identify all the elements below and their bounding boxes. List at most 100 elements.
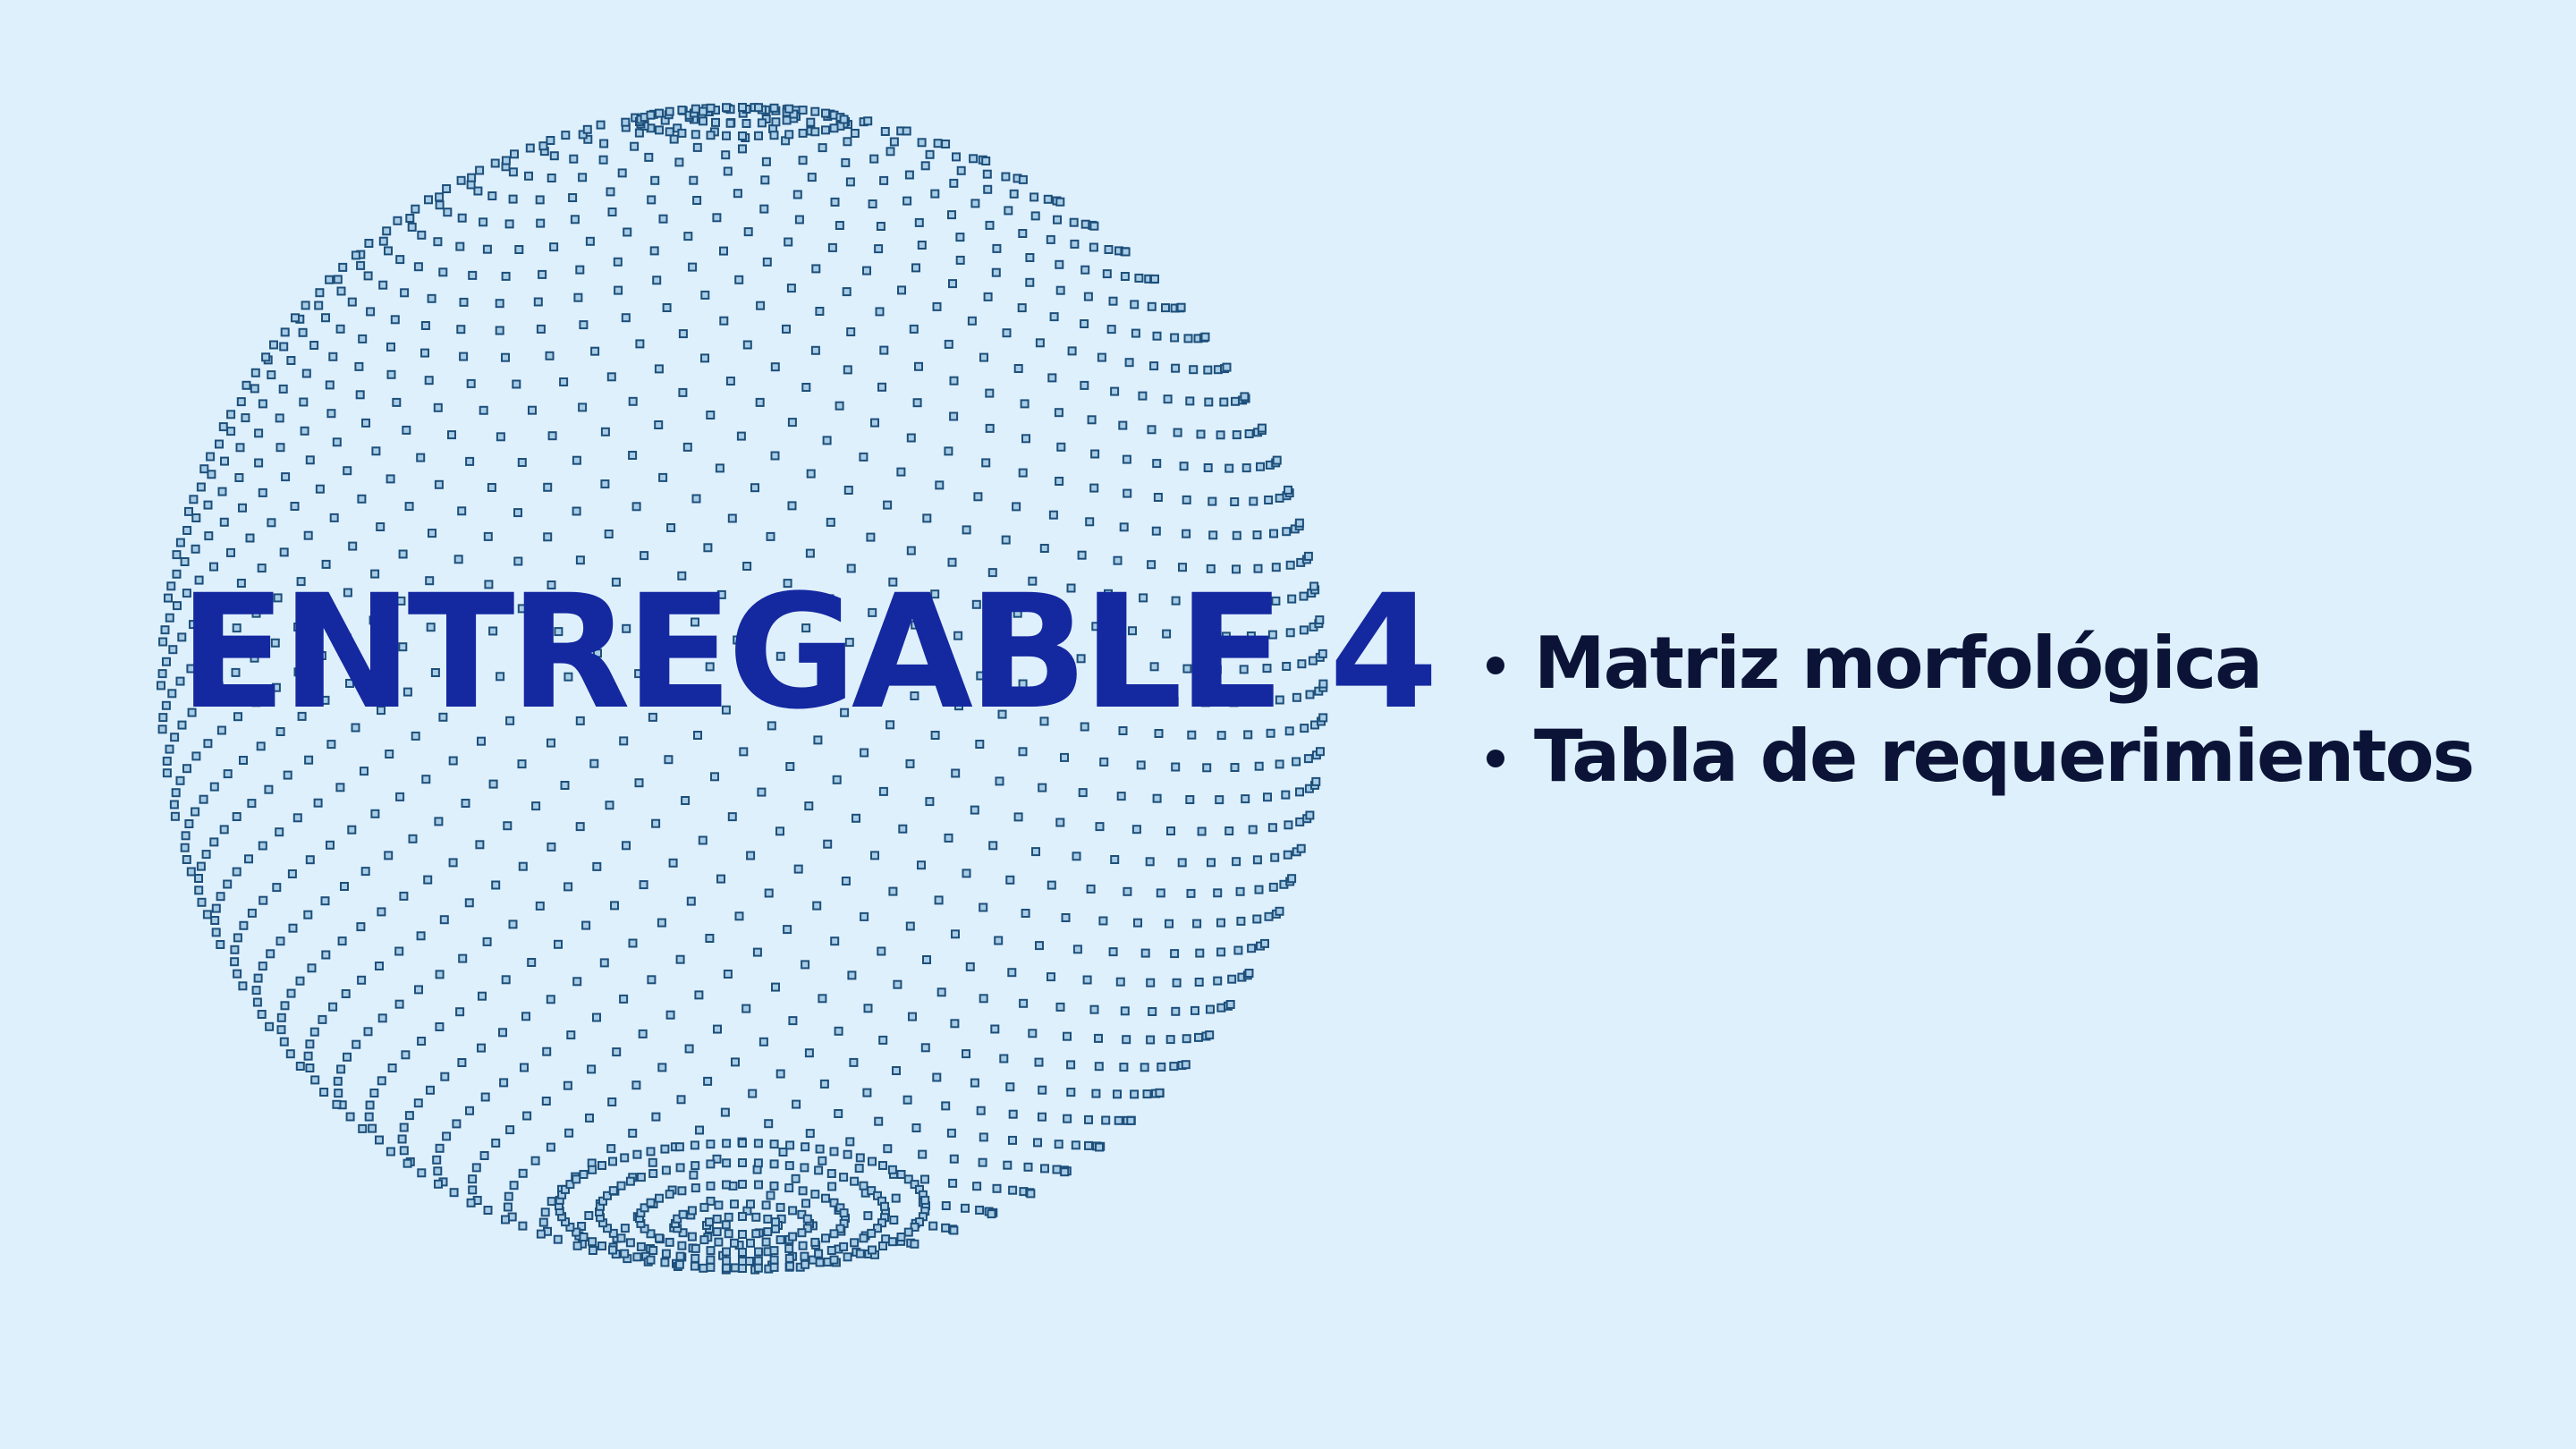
sphere-point [694, 990, 704, 1000]
sphere-point [888, 886, 898, 896]
sphere-point [218, 422, 228, 432]
sphere-point [830, 197, 840, 207]
sphere-point [662, 303, 672, 312]
sphere-point [1119, 1063, 1129, 1072]
sphere-point [301, 369, 311, 378]
sphere-point [524, 649, 534, 659]
sphere-point [599, 139, 609, 148]
sphere-point [1254, 885, 1264, 894]
sphere-point [850, 129, 860, 138]
sphere-point [868, 1157, 877, 1166]
sphere-point [553, 1234, 563, 1244]
sphere-point [745, 1257, 754, 1266]
sphere-point [1232, 530, 1241, 540]
sphere-point [1266, 728, 1275, 738]
sphere-point [1283, 850, 1292, 860]
sphere-point [675, 1251, 685, 1261]
sphere-point [906, 546, 916, 555]
sphere-point [914, 217, 924, 227]
sphere-point [770, 451, 780, 461]
sphere-point [802, 1214, 812, 1224]
sphere-point [646, 1255, 656, 1265]
sphere-point [578, 402, 588, 412]
sphere-point [599, 958, 609, 968]
sphere-point [157, 681, 165, 691]
sphere-point [783, 579, 792, 589]
sphere-point [161, 700, 171, 710]
sphere-point [787, 501, 797, 511]
sphere-point [827, 242, 837, 252]
sphere-point [613, 257, 623, 267]
sphere-point [902, 196, 912, 206]
sphere-point [616, 1181, 626, 1191]
sphere-point [750, 679, 758, 689]
sphere-point [538, 141, 548, 151]
sphere-point [1098, 691, 1107, 700]
sphere-point [644, 152, 654, 162]
sphere-point [754, 1247, 763, 1257]
sphere-point [191, 513, 201, 522]
sphere-point [1147, 425, 1157, 435]
sphere-point [1264, 496, 1274, 504]
sphere-point [1060, 1167, 1070, 1177]
sphere-point [1162, 629, 1172, 639]
sphere-point [614, 285, 623, 295]
sphere-point [457, 506, 467, 516]
sphere-point [835, 1224, 845, 1233]
sphere-point [247, 799, 257, 809]
sphere-point [597, 1241, 606, 1250]
sphere-point [813, 735, 823, 745]
sphere-point [232, 812, 242, 821]
sphere-point [491, 880, 501, 890]
sphere-point [1233, 945, 1243, 955]
sphere-point [1232, 564, 1241, 574]
sphere-point [1271, 596, 1281, 606]
sphere-point [455, 242, 465, 251]
sphere-point [652, 275, 662, 285]
sphere-point [917, 860, 926, 870]
sphere-point [1121, 247, 1131, 257]
sphere-point [1085, 517, 1095, 527]
sphere-point [1030, 211, 1040, 221]
sphere-point [1113, 1089, 1122, 1099]
sphere-point [706, 103, 716, 113]
sphere-point [298, 327, 308, 337]
sphere-point [1084, 1140, 1093, 1150]
sphere-point [1243, 730, 1253, 740]
sphere-point [1131, 328, 1140, 338]
sphere-point [712, 1227, 722, 1237]
sphere-point [1228, 598, 1237, 607]
sphere-point [951, 768, 961, 778]
sphere-point [675, 1163, 685, 1173]
sphere-point [944, 446, 953, 456]
sphere-point [1104, 245, 1114, 254]
sphere-point [231, 667, 241, 677]
sphere-point [947, 557, 957, 567]
sphere-point [168, 645, 178, 655]
sphere-point [1231, 396, 1240, 406]
sphere-point [1268, 882, 1278, 892]
sphere-point [336, 1064, 346, 1074]
sphere-point [328, 352, 338, 361]
sphere-point [1172, 978, 1182, 987]
sphere-point [559, 377, 569, 386]
sphere-point [771, 117, 781, 127]
sphere-point [582, 603, 592, 613]
sphere-point [203, 500, 213, 510]
sphere-point [1013, 608, 1022, 618]
sphere-point [603, 1191, 612, 1200]
sphere-point [211, 928, 221, 937]
sphere-point [1034, 1057, 1044, 1067]
sphere-point [1048, 510, 1058, 520]
sphere-point [969, 154, 979, 164]
sphere-point [863, 1211, 873, 1221]
sphere-point [810, 345, 820, 355]
sphere-point [325, 380, 335, 390]
sphere-point [245, 533, 255, 543]
sphere-point [1131, 825, 1141, 835]
sphere-point [230, 957, 240, 967]
sphere-point [1203, 463, 1213, 472]
sphere-point [1202, 763, 1212, 773]
sphere-point [778, 1148, 788, 1157]
sphere-point [947, 210, 956, 220]
